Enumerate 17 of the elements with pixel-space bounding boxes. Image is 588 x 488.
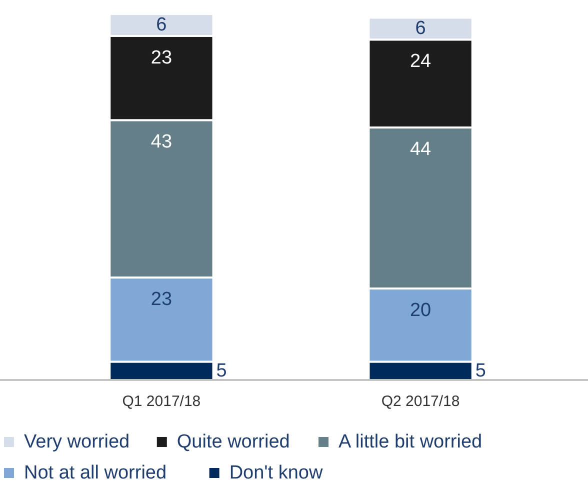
legend-label: Not at all worried — [24, 462, 167, 484]
legend-label: Very worried — [24, 432, 130, 452]
data-label: 23 — [150, 289, 172, 310]
x-tick-label: Q1 2017/18 — [122, 393, 201, 410]
legend-label: Quite worried — [176, 432, 290, 452]
data-label: 6 — [415, 18, 426, 40]
data-label: 44 — [410, 138, 432, 160]
data-label: 5 — [216, 360, 227, 382]
legend-label: A little bit worried — [338, 432, 482, 452]
data-label: 43 — [150, 132, 172, 153]
data-label: 20 — [410, 300, 432, 321]
data-label: 23 — [150, 47, 172, 68]
data-label: 6 — [156, 14, 167, 36]
data-label: 24 — [410, 51, 432, 72]
legend-label: Don't know — [229, 462, 323, 484]
x-tick-label: Q2 2017/18 — [381, 393, 460, 410]
data-label: 5 — [475, 360, 486, 382]
